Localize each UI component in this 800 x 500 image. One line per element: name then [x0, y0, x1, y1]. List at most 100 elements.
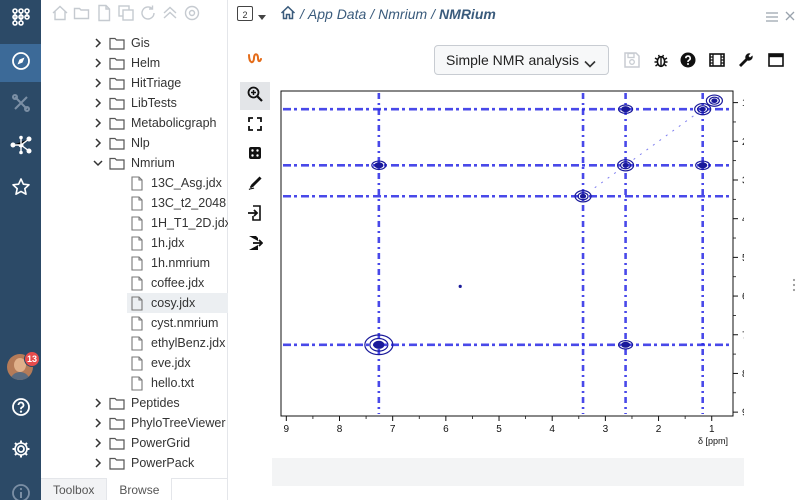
tree-file-item[interactable]: eve.jdx [127, 353, 228, 373]
tree-folder-item[interactable]: Nmrium [91, 153, 228, 173]
chevron-right-icon[interactable] [91, 78, 105, 88]
tree-folder-item[interactable]: HitTriage [91, 73, 228, 93]
x-tick-label: 4 [549, 424, 555, 435]
maximize-icon[interactable] [766, 50, 786, 70]
bug-icon[interactable] [651, 50, 671, 70]
copy-icon[interactable] [117, 4, 135, 22]
chevron-right-icon[interactable] [91, 398, 105, 408]
export-button[interactable] [240, 231, 270, 259]
peak-contour-ring [695, 160, 711, 171]
rail-info-button[interactable] [0, 476, 41, 500]
tree-folder-item[interactable]: Metabolicgraph [91, 113, 228, 133]
view-selector[interactable]: 2 [237, 6, 253, 21]
tab-toolbox[interactable]: Toolbox [41, 479, 107, 500]
tree-file-item[interactable]: 1h.jdx [127, 233, 228, 253]
chevron-right-icon[interactable] [91, 438, 105, 448]
breadcrumb-app-data[interactable]: App Data [307, 6, 367, 22]
wrench-icon[interactable] [736, 50, 756, 70]
panel-tabs: Toolbox Browse [41, 478, 228, 500]
x-tick-label: 9 [284, 424, 290, 435]
view-dropdown-icon[interactable] [258, 8, 266, 26]
tree-folder-item[interactable]: Peptides [91, 393, 228, 413]
tree-file-item[interactable]: ethylBenz.jdx [127, 333, 228, 353]
zoom-tool-button[interactable] [240, 82, 270, 110]
refresh-icon[interactable] [139, 4, 157, 22]
full-zoom-button[interactable] [240, 112, 270, 140]
rail-network-button[interactable] [0, 128, 41, 166]
tree-folder-item[interactable]: PowerGrid [91, 433, 228, 453]
tree-file-item[interactable]: hello.txt [127, 373, 228, 393]
folder-icon [109, 76, 125, 90]
peak-picking-button[interactable] [240, 141, 270, 169]
left-rail: 13 [0, 0, 41, 500]
tree-item-label: Helm [131, 56, 161, 70]
panel-splitter-handle[interactable] [792, 278, 796, 292]
target-icon[interactable] [183, 4, 201, 22]
tree-item-label: Peptides [131, 396, 180, 410]
tree-file-item[interactable]: 1H_T1_2D.jdx [127, 213, 228, 233]
tree-file-item[interactable]: 13C_t2_2048 [127, 193, 228, 213]
tree-item-label: 13C_Asg.jdx [151, 176, 222, 190]
file-icon[interactable] [95, 4, 113, 22]
chevron-right-icon[interactable] [91, 58, 105, 68]
file-icon [131, 255, 143, 271]
close-icon[interactable] [785, 8, 795, 26]
y-tick-label: 9 [742, 408, 744, 419]
home-icon[interactable] [51, 4, 69, 22]
tree-folder-item[interactable]: PowerPack [91, 453, 228, 473]
rail-settings-button[interactable] [0, 432, 41, 470]
folder-icon [109, 56, 125, 70]
breadcrumb-nmrium[interactable]: Nmrium [378, 6, 428, 22]
nmrium-viewer: Simple NMR analysis [228, 28, 800, 500]
plot-footer [272, 458, 744, 486]
workspace-select[interactable]: Simple NMR analysis [434, 45, 609, 75]
tree-folder-item[interactable]: Gis [91, 33, 228, 53]
breadcrumb-separator: / [300, 6, 304, 22]
tree-file-item[interactable]: coffee.jdx [127, 273, 228, 293]
peak-contour-ring [371, 160, 387, 171]
view-number: 2 [242, 10, 248, 20]
rail-favorites-button[interactable] [0, 170, 41, 208]
chevron-right-icon[interactable] [91, 98, 105, 108]
y-tick-label: 1 [742, 98, 744, 109]
tree-file-item[interactable]: cyst.nmrium [127, 313, 228, 333]
rail-tools-button[interactable] [0, 86, 41, 124]
chevron-right-icon[interactable] [91, 38, 105, 48]
x-tick-label: 8 [337, 424, 343, 435]
rail-help-button[interactable] [0, 390, 41, 428]
chevron-right-icon[interactable] [91, 138, 105, 148]
film-icon[interactable] [707, 50, 727, 70]
chevron-right-icon[interactable] [91, 418, 105, 428]
peak-contour-ring [622, 162, 629, 168]
tree-file-item[interactable]: 13C_Asg.jdx [127, 173, 228, 193]
menu-icon[interactable] [766, 9, 778, 27]
fullscreen-icon [248, 116, 262, 136]
peak-contour-ring [620, 341, 631, 348]
save-icon[interactable] [622, 50, 642, 70]
folder-open-icon[interactable] [73, 4, 91, 22]
folder-icon [109, 156, 125, 170]
tree-folder-item[interactable]: Helm [91, 53, 228, 73]
info-icon [11, 476, 31, 500]
tree-file-item[interactable]: cosy.jdx [127, 293, 228, 313]
tree-folder-item[interactable]: Nlp [91, 133, 228, 153]
tree-file-item[interactable]: 1h.nmrium [127, 253, 228, 273]
chevron-right-icon[interactable] [91, 458, 105, 468]
collapse-icon[interactable] [161, 4, 179, 22]
help-icon[interactable] [678, 50, 698, 70]
integral-tool-button[interactable] [240, 171, 270, 199]
grid-dots-icon [11, 7, 31, 32]
rail-grid-button[interactable] [0, 0, 41, 38]
import-button[interactable] [240, 201, 270, 229]
home-icon[interactable] [280, 5, 296, 23]
chevron-down-icon[interactable] [91, 159, 105, 167]
gear-icon [11, 439, 31, 464]
rail-browse-button[interactable] [0, 44, 41, 82]
chevron-right-icon[interactable] [91, 118, 105, 128]
help-icon [11, 397, 31, 422]
tree-folder-item[interactable]: PhyloTreeViewer [91, 413, 228, 433]
cross-peak [371, 160, 387, 171]
tree-folder-item[interactable]: LibTests [91, 93, 228, 113]
tab-browse[interactable]: Browse [106, 478, 173, 500]
